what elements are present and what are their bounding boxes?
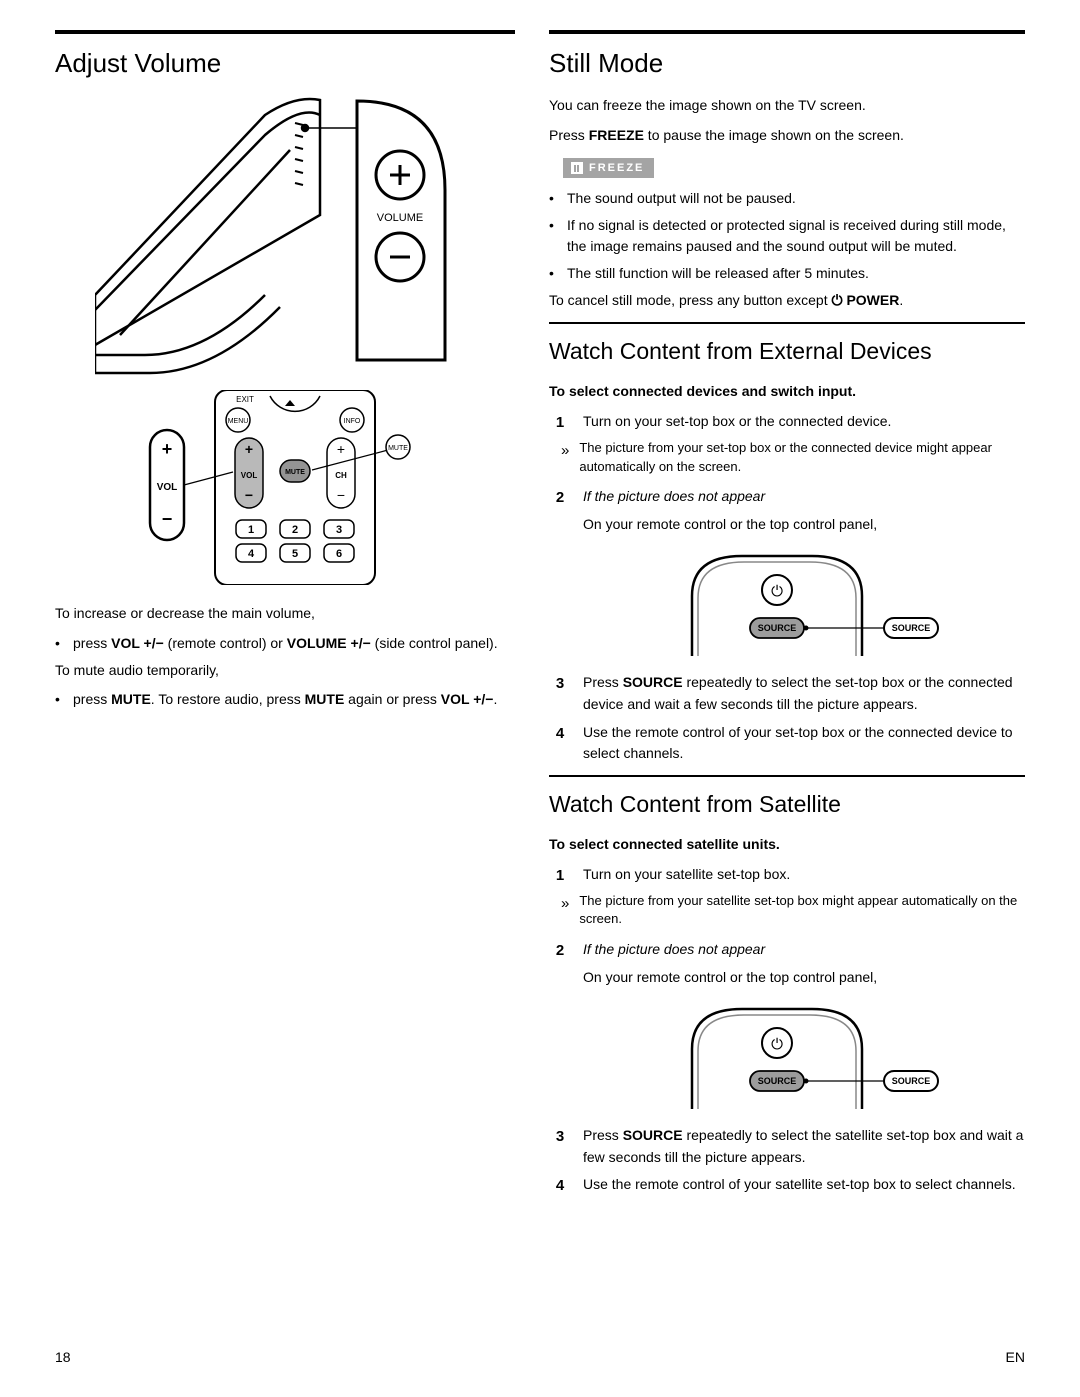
still-p1: You can freeze the image shown on the TV… [549, 95, 1025, 117]
page-number: 18 [55, 1349, 71, 1365]
source-diagram-1: ⏻ SOURCE SOURCE [632, 548, 942, 658]
svg-text:SOURCE: SOURCE [758, 1076, 797, 1086]
svg-text:−: − [337, 487, 345, 503]
sat-step-1: 1 Turn on your satellite set-top box. [549, 864, 1025, 886]
freeze-badge: FREEZE [563, 158, 654, 178]
left-column: Adjust Volume [55, 30, 515, 1202]
heading-satellite: Watch Content from Satellite [549, 791, 1025, 818]
ext-step-3: 3 Press SOURCE repeatedly to select the … [549, 672, 1025, 715]
svg-text:MUTE: MUTE [388, 445, 408, 452]
svg-text:2: 2 [292, 524, 298, 536]
heading-external: Watch Content from External Devices [549, 338, 1025, 365]
page-lang: EN [1006, 1349, 1025, 1365]
ext-step-2b: On your remote control or the top contro… [583, 514, 1025, 536]
right-column: Still Mode You can freeze the image show… [549, 30, 1025, 1202]
ext-step-4: 4 Use the remote control of your set-top… [549, 722, 1025, 765]
vol-bullet: • press VOL +/− (remote control) or VOLU… [55, 633, 515, 654]
svg-text:VOL: VOL [157, 482, 178, 493]
svg-text:MENU: MENU [228, 418, 249, 425]
svg-text:MUTE: MUTE [285, 469, 305, 476]
svg-text:⏻: ⏻ [771, 1036, 783, 1053]
svg-text:3: 3 [336, 524, 342, 536]
svg-text:SOURCE: SOURCE [892, 1076, 931, 1086]
sat-step-3: 3 Press SOURCE repeatedly to select the … [549, 1125, 1025, 1168]
remote-illustration: EXIT MENU INFO + VOL − + CH − MUTE [130, 390, 440, 585]
still-bullet-3: •The still function will be released aft… [549, 263, 1025, 284]
ext-intro: To select connected devices and switch i… [549, 381, 1025, 403]
svg-text:+: + [162, 439, 173, 459]
mute-instruction-head: To mute audio temporarily, [55, 660, 515, 682]
svg-text:EXIT: EXIT [236, 395, 254, 404]
sat-step-4: 4 Use the remote control of your satelli… [549, 1174, 1025, 1196]
mute-bullet: • press MUTE. To restore audio, press MU… [55, 689, 515, 710]
ext-step-2: 2 If the picture does not appear [549, 486, 1025, 508]
sat-note-1: » The picture from your satellite set-to… [561, 892, 1025, 930]
svg-text:4: 4 [248, 548, 255, 560]
still-bullet-1: •The sound output will not be paused. [549, 188, 1025, 209]
svg-text:−: − [245, 487, 253, 503]
rule [549, 30, 1025, 34]
svg-text:CH: CH [335, 471, 347, 480]
svg-text:6: 6 [336, 548, 342, 560]
svg-text:INFO: INFO [344, 418, 361, 425]
svg-text:⏻: ⏻ [771, 583, 783, 600]
svg-text:SOURCE: SOURCE [892, 623, 931, 633]
sat-step-2b: On your remote control or the top contro… [583, 967, 1025, 989]
page-footer: 18 EN [55, 1349, 1025, 1365]
rule [55, 30, 515, 34]
svg-text:VOLUME: VOLUME [377, 212, 423, 224]
ext-note-1: » The picture from your set-top box or t… [561, 439, 1025, 477]
svg-text:−: − [162, 509, 173, 529]
svg-text:5: 5 [292, 548, 298, 560]
heading-adjust-volume: Adjust Volume [55, 48, 515, 79]
still-p2: Press FREEZE to pause the image shown on… [549, 125, 1025, 147]
tv-corner-illustration: VOLUME [95, 95, 475, 380]
still-cancel: To cancel still mode, press any button e… [549, 290, 1025, 312]
sat-step-2: 2 If the picture does not appear [549, 939, 1025, 961]
ext-step-1: 1 Turn on your set-top box or the connec… [549, 411, 1025, 433]
vol-instruction: To increase or decrease the main volume, [55, 603, 515, 625]
svg-text:SOURCE: SOURCE [758, 623, 797, 633]
heading-still-mode: Still Mode [549, 48, 1025, 79]
svg-text:+: + [337, 441, 345, 457]
svg-text:+: + [245, 441, 253, 457]
sat-intro: To select connected satellite units. [549, 834, 1025, 856]
svg-text:1: 1 [248, 524, 254, 536]
source-diagram-2: ⏻ SOURCE SOURCE [632, 1001, 942, 1111]
pause-icon [571, 162, 583, 174]
still-bullet-2: •If no signal is detected or protected s… [549, 215, 1025, 257]
svg-text:VOL: VOL [241, 471, 258, 480]
